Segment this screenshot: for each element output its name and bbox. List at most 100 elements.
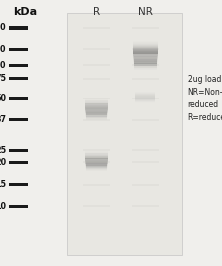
Bar xyxy=(85,99,108,101)
Bar xyxy=(85,103,108,105)
Text: 2ug loading
NR=Non-
reduced
R=reduced: 2ug loading NR=Non- reduced R=reduced xyxy=(188,75,222,122)
Bar xyxy=(85,153,108,155)
Text: 15: 15 xyxy=(0,180,6,189)
Bar xyxy=(134,65,157,67)
Bar xyxy=(133,52,158,53)
Bar xyxy=(135,95,155,96)
Bar xyxy=(135,98,155,100)
Bar xyxy=(134,53,157,55)
Bar xyxy=(86,118,107,120)
Bar xyxy=(9,118,28,121)
Bar xyxy=(83,78,110,80)
Bar xyxy=(9,48,28,51)
Bar xyxy=(86,163,107,164)
Bar xyxy=(85,153,108,154)
Bar xyxy=(135,93,155,95)
Bar xyxy=(86,116,107,118)
Bar xyxy=(135,97,155,99)
Bar xyxy=(132,119,159,121)
Bar xyxy=(85,156,108,157)
Bar xyxy=(85,161,108,162)
Bar xyxy=(134,58,157,59)
Bar xyxy=(85,111,108,113)
Text: 25: 25 xyxy=(0,146,6,155)
Bar xyxy=(133,53,158,55)
Bar xyxy=(85,165,108,167)
Bar xyxy=(134,54,157,55)
Bar xyxy=(135,95,155,97)
Bar xyxy=(86,118,107,119)
Bar xyxy=(9,97,28,100)
Bar xyxy=(85,101,108,102)
Bar xyxy=(86,166,107,168)
Text: kDa: kDa xyxy=(14,7,38,17)
Bar xyxy=(9,64,28,67)
Bar xyxy=(85,98,108,100)
Bar xyxy=(133,45,158,47)
Bar xyxy=(133,51,158,52)
Bar xyxy=(133,63,158,64)
Bar xyxy=(133,43,158,45)
Bar xyxy=(83,27,110,29)
Bar xyxy=(132,205,159,207)
Bar xyxy=(132,27,159,29)
Bar xyxy=(85,116,108,117)
Bar xyxy=(133,62,158,63)
Bar xyxy=(133,64,158,65)
Bar xyxy=(85,152,108,154)
Bar xyxy=(86,109,107,110)
Bar xyxy=(135,95,155,97)
Bar xyxy=(85,155,108,156)
Bar xyxy=(9,205,28,208)
Bar xyxy=(86,163,107,165)
Text: R: R xyxy=(93,7,100,17)
Bar xyxy=(134,61,157,62)
Bar xyxy=(86,107,107,109)
Bar xyxy=(86,165,107,167)
Bar xyxy=(67,13,182,255)
Bar xyxy=(85,110,108,112)
Bar xyxy=(83,149,110,151)
Bar xyxy=(86,169,107,171)
Bar xyxy=(86,167,107,169)
Bar xyxy=(86,113,107,115)
Text: 250: 250 xyxy=(0,23,6,32)
Bar xyxy=(85,166,108,168)
Bar xyxy=(85,161,108,163)
Bar xyxy=(134,68,157,70)
Text: NR: NR xyxy=(138,7,153,17)
Bar xyxy=(86,114,107,116)
Bar xyxy=(133,61,158,62)
Bar xyxy=(85,156,108,158)
Bar xyxy=(134,69,157,70)
Bar xyxy=(85,165,108,167)
Bar xyxy=(135,97,155,98)
Bar xyxy=(134,66,157,68)
Bar xyxy=(135,99,155,101)
Bar xyxy=(134,67,157,69)
Bar xyxy=(83,184,110,186)
Bar xyxy=(85,107,108,109)
Bar xyxy=(86,111,107,112)
Bar xyxy=(135,100,155,102)
Bar xyxy=(133,44,158,46)
Bar xyxy=(132,98,159,99)
Bar xyxy=(85,105,108,107)
Bar xyxy=(85,115,108,117)
Bar xyxy=(133,50,158,52)
Bar xyxy=(9,26,28,30)
Bar xyxy=(134,55,157,56)
Bar xyxy=(83,119,110,121)
Bar xyxy=(133,47,158,49)
Bar xyxy=(134,56,157,57)
Bar xyxy=(135,94,155,95)
Bar xyxy=(86,112,107,114)
Bar xyxy=(132,161,159,163)
Bar xyxy=(86,119,107,120)
Text: 100: 100 xyxy=(0,61,6,70)
Bar xyxy=(85,162,108,164)
Bar xyxy=(85,151,108,152)
Bar xyxy=(86,117,107,118)
Bar xyxy=(86,164,107,165)
Bar xyxy=(85,160,108,161)
